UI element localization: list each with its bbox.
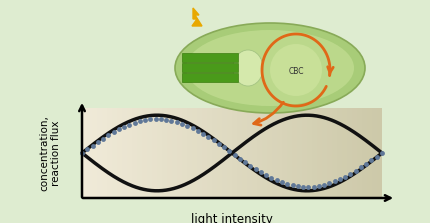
Bar [142,108,147,198]
Bar [222,108,227,198]
Bar [367,108,372,198]
Bar [337,108,342,198]
Ellipse shape [233,50,263,86]
Bar [292,108,297,198]
Bar [307,108,312,198]
Bar [352,108,357,198]
Bar [102,108,107,198]
Bar [132,108,137,198]
Bar [137,108,142,198]
Bar [282,108,287,198]
Bar [247,108,252,198]
Bar [192,108,197,198]
Bar [237,108,242,198]
Bar [377,108,382,198]
Bar [312,108,317,198]
Bar [362,108,367,198]
Bar [327,108,332,198]
Bar [242,108,247,198]
Ellipse shape [270,44,322,96]
Bar [122,108,127,198]
Bar [342,108,347,198]
Bar [267,108,272,198]
Bar [127,108,132,198]
Bar [197,108,202,198]
Bar [82,108,87,198]
Polygon shape [192,8,202,26]
Bar [172,108,177,198]
Text: light intensity: light intensity [191,213,273,223]
Text: concentration,
reaction flux: concentration, reaction flux [39,115,61,191]
Ellipse shape [175,23,365,113]
Bar [357,108,362,198]
Bar [152,108,157,198]
Bar [317,108,322,198]
Bar [157,108,162,198]
Bar [87,108,92,198]
Bar [182,108,187,198]
Bar [322,108,327,198]
Bar [302,108,307,198]
Bar [147,108,152,198]
Bar [177,108,182,198]
Bar [332,108,337,198]
Bar [277,108,282,198]
Bar [182,53,238,62]
Bar [287,108,292,198]
Bar [107,108,112,198]
Ellipse shape [186,30,354,106]
Bar [112,108,117,198]
Bar [227,108,232,198]
Bar [232,108,237,198]
Bar [272,108,277,198]
Bar [187,108,192,198]
Bar [167,108,172,198]
Bar [97,108,102,198]
Text: CBC: CBC [288,68,304,76]
Bar [372,108,377,198]
Bar [92,108,97,198]
Bar [217,108,222,198]
Bar [347,108,352,198]
Bar [252,108,257,198]
Bar [202,108,207,198]
Bar [212,108,217,198]
Bar [182,63,238,72]
Bar [297,108,302,198]
Bar [182,73,238,82]
Bar [257,108,262,198]
Bar [207,108,212,198]
Bar [117,108,122,198]
Bar [262,108,267,198]
Bar [162,108,167,198]
